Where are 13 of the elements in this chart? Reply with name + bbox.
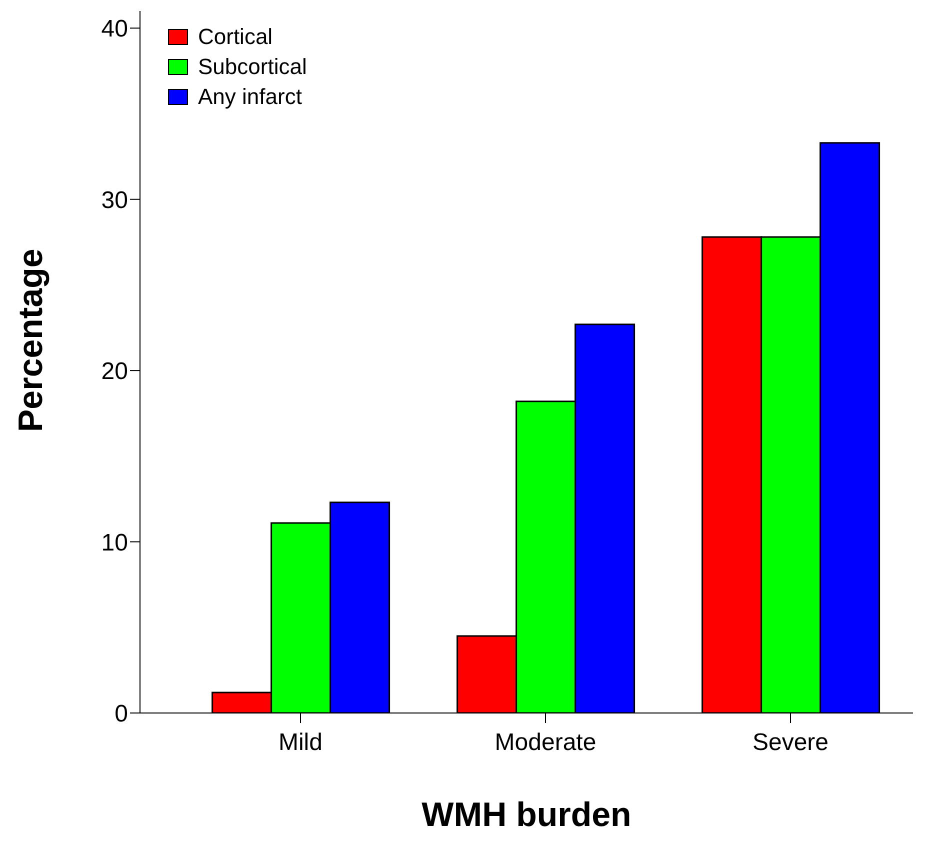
legend-label: Cortical xyxy=(198,23,273,51)
y-axis-title: Percentage xyxy=(12,248,50,432)
y-tick-label: 0 xyxy=(114,700,128,728)
x-tick-label: Severe xyxy=(752,729,829,756)
legend-label: Any infarct xyxy=(198,83,302,111)
y-tick-label: 10 xyxy=(101,529,128,556)
legend-label: Subcortical xyxy=(198,53,307,81)
x-tick-label: Mild xyxy=(278,729,323,756)
y-tick-label: 30 xyxy=(101,186,128,214)
y-tick-label: 40 xyxy=(101,16,128,43)
x-axis-title: WMH burden xyxy=(422,796,632,834)
y-tick-label: 20 xyxy=(101,358,128,386)
x-tick-label: Moderate xyxy=(494,729,596,756)
